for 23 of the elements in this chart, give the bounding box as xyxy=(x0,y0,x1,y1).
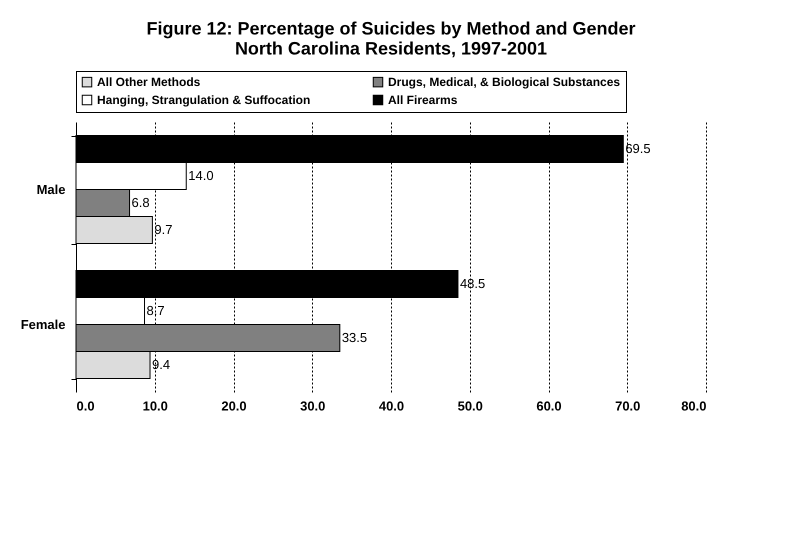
chart-title: Figure 12: Percentage of Suicides by Method and Gender North Carolina Residents, 1997-2001 xyxy=(146,18,636,58)
x-tick-label: 60.0 xyxy=(536,398,562,414)
data-label: 9.4 xyxy=(152,357,170,372)
x-tick-label: 20.0 xyxy=(221,398,247,414)
x-tick-label: 40.0 xyxy=(378,398,404,414)
data-label: 6.8 xyxy=(132,195,150,210)
x-tick-label: 50.0 xyxy=(458,398,483,414)
data-label: 69.5 xyxy=(625,141,651,156)
x-tick-label: 80.0 xyxy=(681,398,706,414)
data-label: 8.7 xyxy=(146,303,165,318)
legend-label: Hanging, Strangulation & Suffocation xyxy=(97,93,310,107)
legend-label: All Other Methods xyxy=(97,75,201,90)
legend-label: Drugs, Medical, & Biological Substances xyxy=(388,75,620,90)
x-tick-label: 0.0 xyxy=(76,398,95,414)
x-tick-label: 10.0 xyxy=(142,398,168,414)
legend-label: All Firearms xyxy=(388,93,458,107)
x-tick-label: 70.0 xyxy=(615,398,640,414)
x-tick-label: 30.0 xyxy=(300,398,326,414)
data-label: 14.0 xyxy=(188,168,214,183)
y-tick-label: Male xyxy=(36,182,66,197)
data-label: 33.5 xyxy=(342,330,368,345)
y-tick-label: Female xyxy=(20,317,66,332)
data-label: 48.5 xyxy=(460,276,486,291)
